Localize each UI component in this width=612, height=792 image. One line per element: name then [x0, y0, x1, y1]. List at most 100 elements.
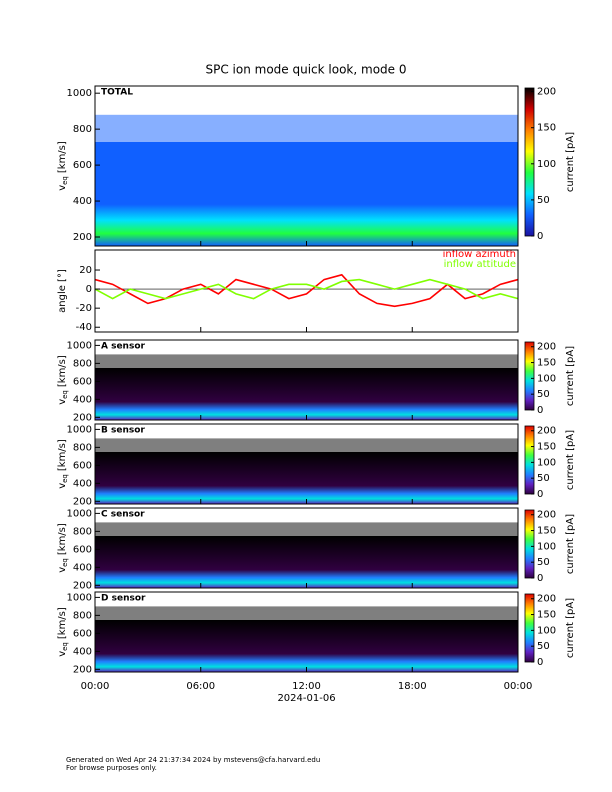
y-tick-label: 800	[73, 526, 92, 537]
y-tick-label: 400	[73, 478, 92, 489]
y-tick-label: 200	[73, 496, 92, 507]
y-label-unit: [km/s]	[57, 523, 68, 555]
y-tick-label: 400	[73, 562, 92, 573]
colorbar-tick-label: 50	[537, 195, 550, 206]
chart-title: SPC ion mode quick look, mode 0	[206, 63, 407, 77]
y-tick-label: 600	[73, 376, 92, 387]
spectrogram	[95, 368, 518, 420]
y-axis-label: veq [km/s]	[57, 141, 69, 191]
y-tick-label: 200	[73, 664, 92, 675]
colorbar	[524, 509, 535, 579]
y-label-unit: [km/s]	[57, 141, 68, 173]
panel-label: TOTAL	[101, 88, 133, 98]
line-series	[94, 273, 519, 308]
y-tick-label: 400	[73, 196, 92, 207]
y-tick-label: 20	[79, 265, 92, 276]
y-tick-label: 400	[73, 646, 92, 657]
colorbar-tick-label: 50	[537, 641, 550, 652]
y-tick-label: -40	[76, 322, 92, 333]
spectrogram	[95, 452, 518, 504]
colorbar-tick-label: 0	[537, 405, 543, 416]
panel-label: A sensor	[101, 342, 146, 352]
colorbar-tick-label: 50	[537, 473, 550, 484]
y-tick-label: 1000	[67, 508, 92, 519]
colorbar-tick-label: 0	[537, 657, 543, 668]
y-tick-label: 200	[73, 232, 92, 243]
colorbar-tick-label: 0	[537, 489, 543, 500]
y-label-symbol: v	[57, 483, 68, 489]
y-label-unit: [km/s]	[57, 439, 68, 471]
x-tick-label: 06:00	[186, 681, 215, 692]
x-tick-label: 00:00	[504, 681, 533, 692]
colorbar-label: current [pA]	[565, 346, 576, 406]
colorbar-tick-label: 150	[537, 123, 556, 134]
colorbar-tick-label: 50	[537, 389, 550, 400]
y-tick-label: 1000	[67, 592, 92, 603]
x-tick-label: 18:00	[398, 681, 427, 692]
y-tick-label: 800	[73, 442, 92, 453]
panel-label: D sensor	[101, 594, 146, 604]
y-tick-label: 1000	[67, 340, 92, 351]
colorbar-tick-label: 200	[537, 510, 556, 521]
y-tick-label: -20	[76, 303, 92, 314]
colorbar-tick-label: 100	[537, 373, 556, 384]
legend-entry: inflow attitude	[444, 259, 516, 270]
colorbar-tick-label: 200	[537, 87, 556, 98]
spectrogram-spikes	[95, 606, 518, 620]
colorbar-label: current [pA]	[565, 132, 576, 192]
colorbar-label: current [pA]	[565, 598, 576, 658]
footer-line: Generated on Wed Apr 24 21:37:34 2024 by…	[66, 756, 320, 764]
x-tick-label: 12:00	[292, 681, 321, 692]
panel-label: B sensor	[101, 426, 145, 436]
y-tick-label: 600	[73, 544, 92, 555]
colorbar	[524, 593, 535, 663]
y-label-symbol: v	[57, 567, 68, 573]
y-tick-label: 800	[73, 358, 92, 369]
colorbar-tick-label: 200	[537, 426, 556, 437]
y-label-symbol: v	[57, 399, 68, 405]
spectrogram	[95, 620, 518, 672]
footer-line: For browse purposes only.	[66, 764, 157, 772]
colorbar-tick-label: 0	[537, 573, 543, 584]
y-tick-label: 600	[73, 460, 92, 471]
colorbar	[524, 87, 535, 237]
colorbar-tick-label: 200	[537, 342, 556, 353]
y-label-unit: [km/s]	[57, 607, 68, 639]
y-tick-label: 600	[73, 160, 92, 171]
colorbar	[524, 341, 535, 411]
spectrogram-spikes	[95, 438, 518, 452]
y-tick-label: 200	[73, 580, 92, 591]
y-axis-label: veq [km/s]	[57, 355, 69, 405]
y-label-unit: [km/s]	[57, 355, 68, 387]
colorbar-tick-label: 150	[537, 442, 556, 453]
colorbar-label: current [pA]	[565, 430, 576, 490]
colorbar	[524, 425, 535, 495]
spectrogram-spikes	[95, 522, 518, 536]
y-axis-label: angle [°]	[57, 269, 68, 313]
spectrogram	[95, 142, 518, 246]
spectrogram-spikes	[95, 114, 518, 142]
legend-entry: inflow azimuth	[443, 249, 516, 260]
colorbar-tick-label: 150	[537, 526, 556, 537]
y-tick-label: 400	[73, 394, 92, 405]
y-label-subscript: eq	[61, 390, 69, 399]
colorbar-tick-label: 150	[537, 358, 556, 369]
colorbar-tick-label: 200	[537, 594, 556, 605]
y-tick-label: 1000	[67, 424, 92, 435]
y-tick-label: 200	[73, 412, 92, 423]
y-tick-label: 1000	[67, 88, 92, 99]
colorbar-tick-label: 0	[537, 231, 543, 242]
colorbar-label: current [pA]	[565, 514, 576, 574]
x-axis-label: 2024-01-06	[277, 693, 335, 704]
colorbar-tick-label: 100	[537, 159, 556, 170]
y-axis-label: veq [km/s]	[57, 523, 69, 573]
y-tick-label: 800	[73, 124, 92, 135]
y-label-subscript: eq	[61, 474, 69, 483]
y-tick-label: 800	[73, 610, 92, 621]
y-label-symbol: v	[57, 651, 68, 657]
colorbar-tick-label: 150	[537, 610, 556, 621]
y-label-symbol: v	[57, 185, 68, 191]
x-tick-label: 00:00	[81, 681, 110, 692]
y-tick-label: 600	[73, 628, 92, 639]
panel-label: C sensor	[101, 510, 145, 520]
